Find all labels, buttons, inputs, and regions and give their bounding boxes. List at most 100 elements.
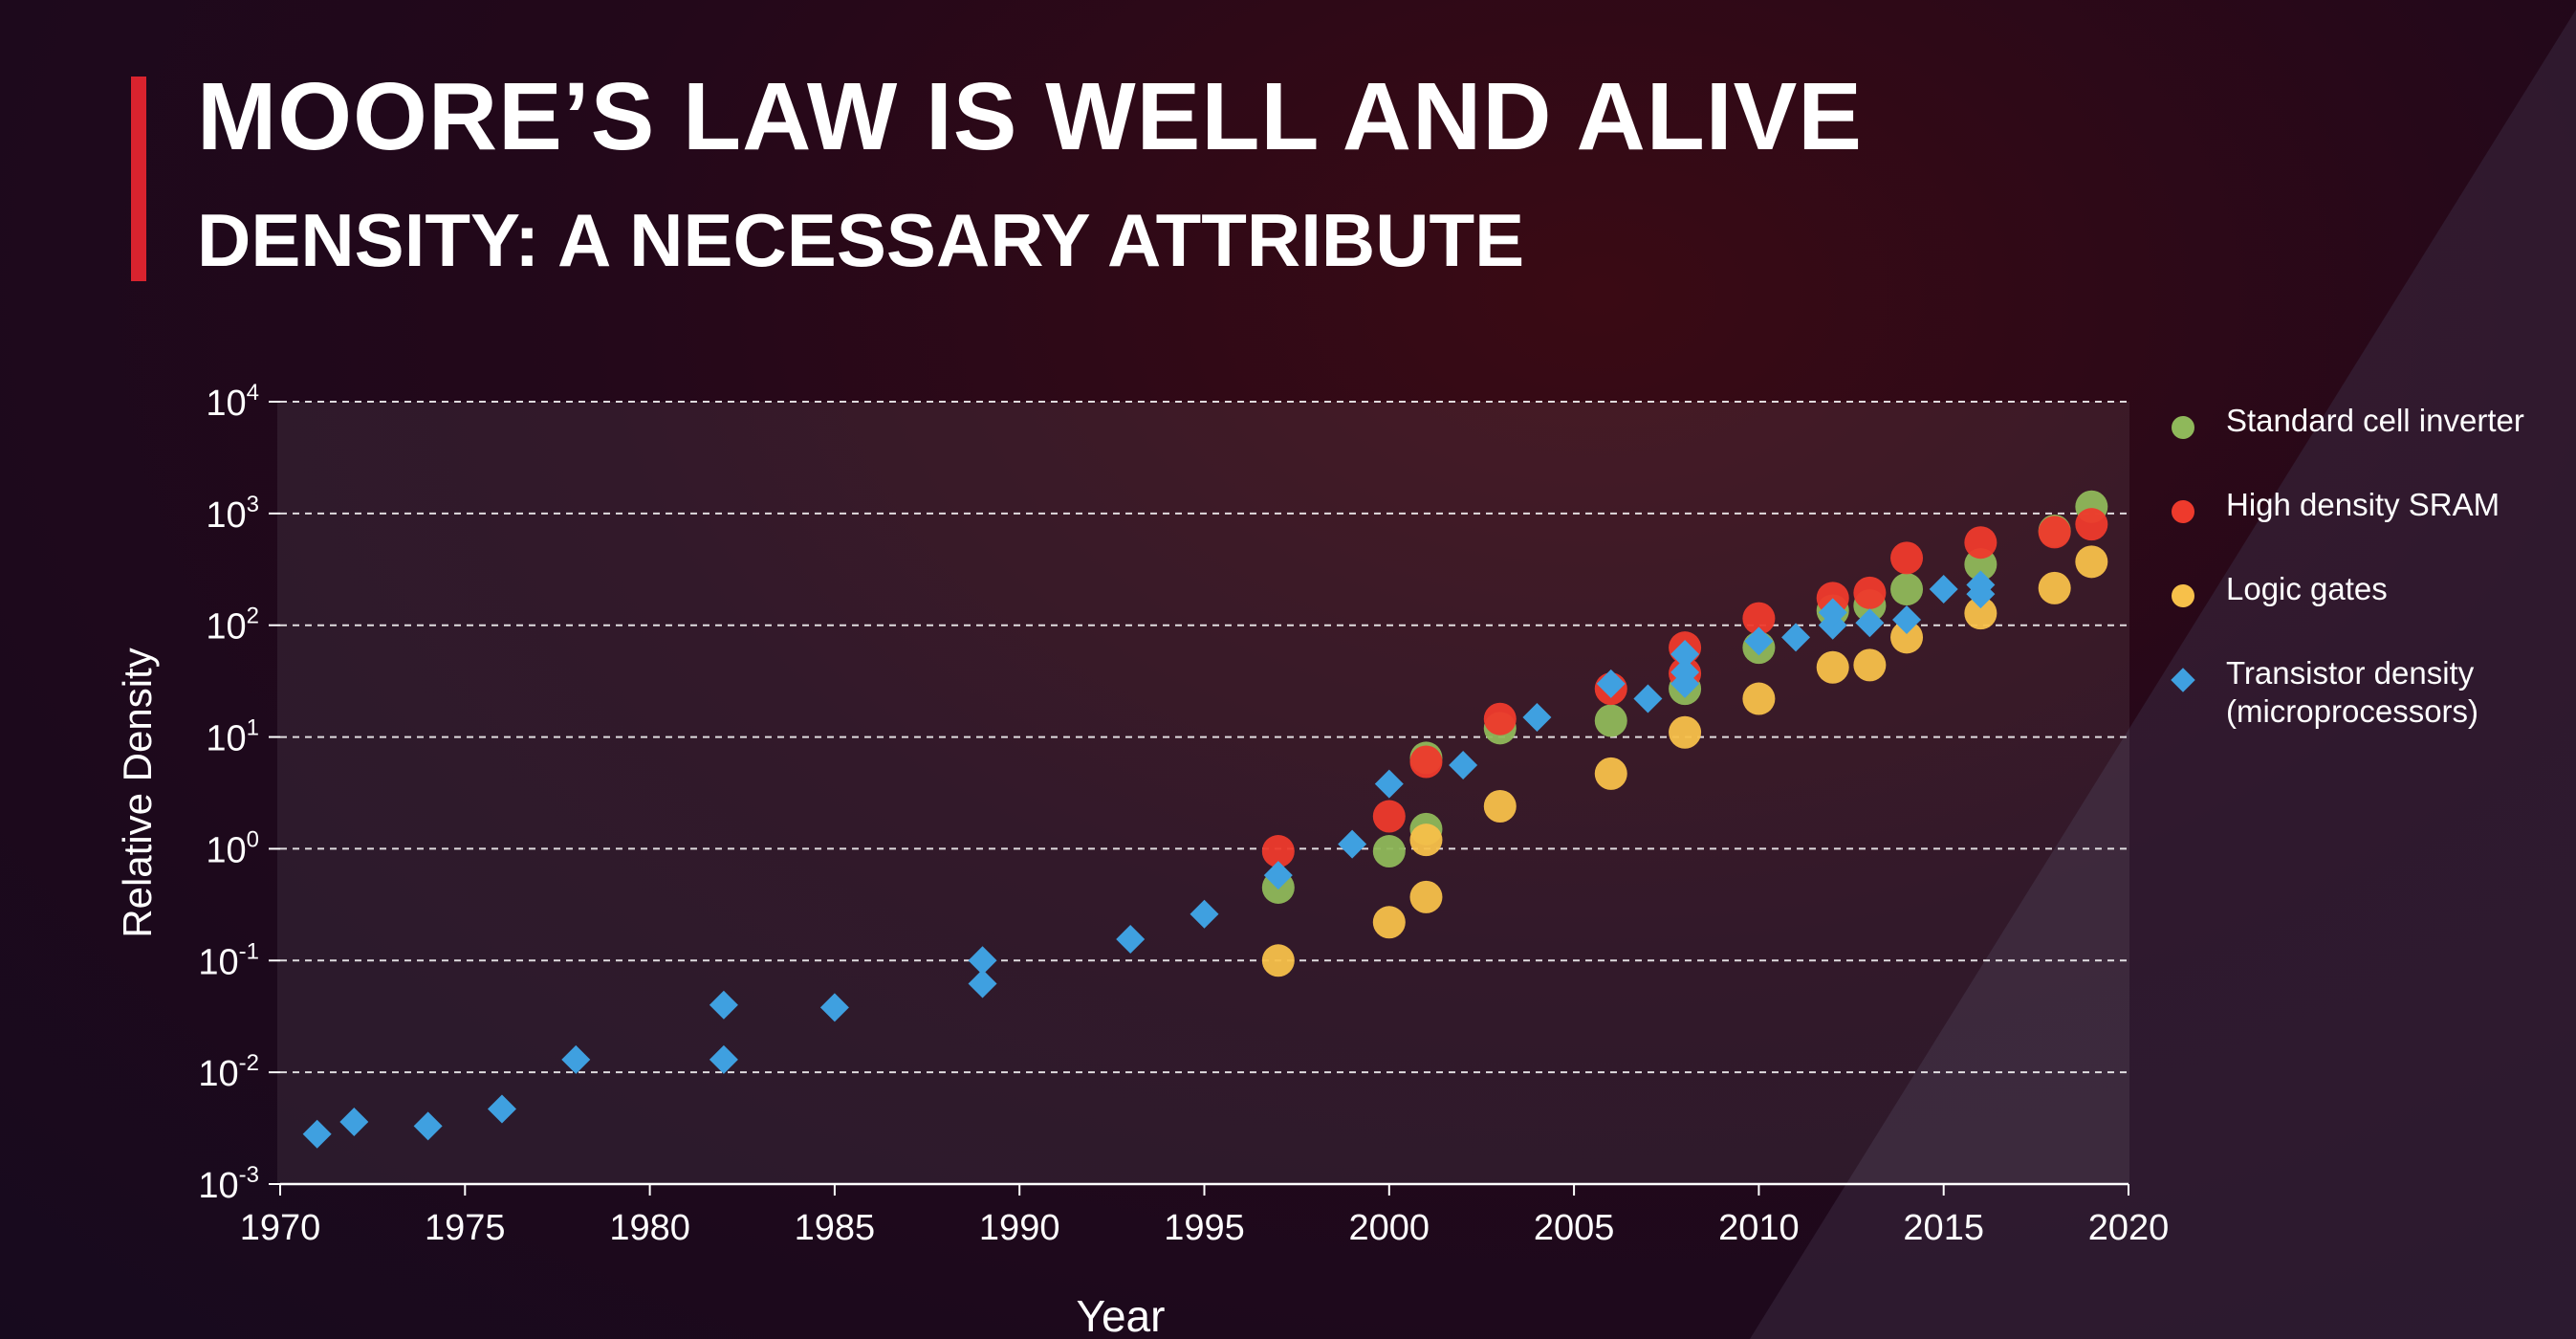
point-logic-gates (2038, 571, 2071, 604)
chart-legend: Standard cell inverter High density SRAM L… (2169, 402, 2524, 738)
point-high-density-sram (1372, 800, 1406, 833)
point-transistor-density (1116, 925, 1146, 955)
y-tick-label: 10-1 (198, 938, 259, 982)
y-axis-label: Relative Density (115, 648, 160, 937)
point-high-density-sram (1483, 702, 1517, 735)
point-logic-gates (1261, 944, 1295, 977)
legend-marker-circle (2172, 416, 2194, 439)
legend-item: Transistor density (microprocessors) (2169, 654, 2524, 738)
point-transistor-density (819, 993, 849, 1022)
point-logic-gates (1742, 682, 1776, 715)
y-tick-label: 10-3 (198, 1162, 259, 1206)
legend-marker-diamond (2171, 668, 2195, 692)
slide-title-emphasis: MOORE’S LAW (197, 63, 899, 170)
x-tick-label: 1980 (609, 1208, 690, 1248)
point-logic-gates (1409, 880, 1443, 913)
slide-subtitle-rest: : A NECESSARY ATTRIBUTE (514, 198, 1525, 282)
point-high-density-sram (1964, 526, 1997, 560)
point-transistor-density (1670, 669, 1700, 698)
point-transistor-density (1263, 861, 1293, 890)
point-high-density-sram (2075, 508, 2108, 541)
y-tick-label: 101 (206, 715, 259, 759)
point-high-density-sram (1816, 582, 1849, 615)
point-standard-cell-inverter (1890, 573, 1924, 606)
point-transistor-density (1818, 598, 1847, 627)
point-transistor-density (1855, 608, 1885, 638)
x-tick-label: 2005 (1534, 1208, 1615, 1248)
point-high-density-sram (1853, 576, 1887, 609)
point-high-density-sram (1409, 745, 1443, 779)
legend-item: Logic gates (2169, 570, 2524, 654)
point-high-density-sram (1261, 835, 1295, 868)
x-tick-label: 2015 (1903, 1208, 1984, 1248)
point-transistor-density (339, 1107, 369, 1136)
plot-area (277, 402, 2129, 1184)
x-tick-label: 1975 (425, 1208, 506, 1248)
point-transistor-density (413, 1111, 443, 1141)
y-gridlines (280, 401, 2128, 1074)
x-tick-label: 2020 (2088, 1208, 2170, 1248)
point-transistor-density (1892, 604, 1922, 634)
point-logic-gates (2075, 545, 2108, 579)
point-standard-cell-inverter (1594, 704, 1627, 737)
legend-label: Transistor density (microprocessors) (2226, 655, 2479, 729)
point-transistor-density (1190, 899, 1219, 929)
point-standard-cell-inverter (1372, 835, 1406, 868)
point-logic-gates (1372, 906, 1406, 939)
point-logic-gates (1409, 823, 1443, 857)
point-transistor-density (1744, 626, 1774, 656)
legend-label: Logic gates (2226, 571, 2388, 606)
point-transistor-density (1338, 829, 1367, 859)
y-tick-label: 102 (206, 604, 259, 648)
point-logic-gates (1816, 650, 1849, 684)
axes (269, 401, 2129, 1196)
x-tick-label: 1970 (240, 1208, 321, 1248)
slide-title-rest: IS WELL AND ALIVE (898, 63, 1863, 170)
y-tick-label: 10-2 (198, 1050, 259, 1094)
point-transistor-density (1374, 769, 1404, 799)
legend-label: High density SRAM (2226, 487, 2500, 522)
point-transistor-density (1966, 570, 1996, 600)
x-tick-label: 2010 (1718, 1208, 1800, 1248)
title-accent-bar (131, 77, 146, 281)
legend-item: High density SRAM (2169, 486, 2524, 570)
point-transistor-density (968, 969, 997, 999)
point-transistor-density (1596, 669, 1626, 698)
point-transistor-density (709, 990, 738, 1020)
x-tick-labels: 1970 1975 1980 1985 1990 1995 2000 2005 2010 2015… (240, 1208, 2170, 1248)
point-logic-gates (1594, 757, 1627, 790)
x-axis-label: Year (1077, 1291, 1166, 1339)
point-transistor-density (487, 1094, 516, 1124)
slide-title: MOORE’S LAW IS WELL AND ALIVE (197, 69, 1863, 165)
point-logic-gates (1853, 648, 1887, 682)
legend-item: Standard cell inverter (2169, 402, 2524, 486)
data-points (302, 490, 2108, 1149)
point-transistor-density (968, 946, 997, 976)
legend-marker-circle (2172, 500, 2194, 523)
point-logic-gates (1483, 789, 1517, 823)
point-transistor-density (302, 1119, 332, 1149)
point-transistor-density (1670, 640, 1700, 670)
slide-subtitle-emphasis: DENSITY (197, 198, 515, 282)
point-transistor-density (1929, 575, 1958, 604)
point-logic-gates (1964, 597, 1997, 630)
x-tick-label: 2000 (1349, 1208, 1430, 1248)
x-tick-label: 1985 (795, 1208, 876, 1248)
point-transistor-density (1449, 750, 1478, 779)
x-tick-label: 1995 (1164, 1208, 1245, 1248)
legend-marker-circle (2172, 584, 2194, 607)
y-tick-label: 104 (206, 380, 259, 424)
point-transistor-density (709, 1044, 738, 1074)
point-logic-gates (1669, 715, 1702, 749)
point-transistor-density (1781, 623, 1811, 652)
y-tick-labels: 10-3 10-2 10-1 100 101 102 103 104 (198, 380, 259, 1206)
point-transistor-density (1633, 684, 1663, 713)
point-high-density-sram (2038, 516, 2071, 549)
y-tick-label: 100 (206, 826, 259, 870)
point-high-density-sram (1742, 602, 1776, 635)
point-transistor-density (561, 1044, 591, 1074)
point-logic-gates (1890, 621, 1924, 654)
point-transistor-density (1522, 702, 1552, 732)
